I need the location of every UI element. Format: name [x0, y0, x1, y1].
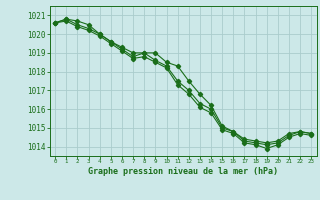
X-axis label: Graphe pression niveau de la mer (hPa): Graphe pression niveau de la mer (hPa) [88, 167, 278, 176]
